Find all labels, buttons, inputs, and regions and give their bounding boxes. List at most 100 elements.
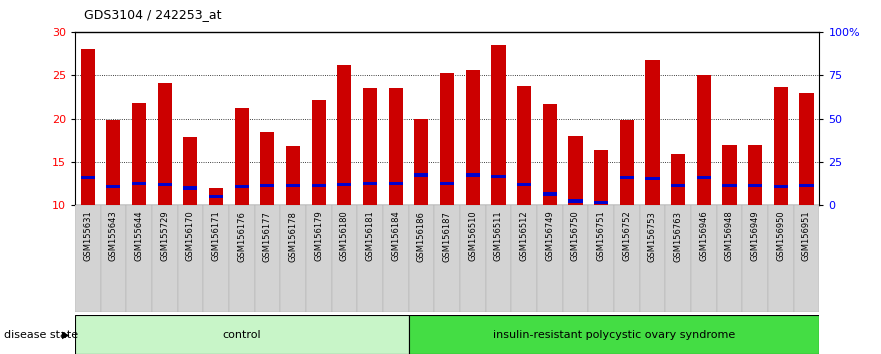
Bar [440,182,455,185]
Bar [337,183,352,186]
Bar [594,201,608,205]
Text: GSM156753: GSM156753 [648,211,657,262]
Bar [748,184,762,187]
Text: GSM156510: GSM156510 [469,211,478,261]
Bar [568,199,582,203]
Bar [107,184,121,188]
Bar [126,205,152,312]
Bar [774,87,788,205]
Bar [280,205,306,312]
Bar [132,103,146,205]
Bar [697,75,711,205]
Bar [543,192,557,196]
Bar [306,205,331,312]
Bar [543,104,557,205]
Bar [204,205,229,312]
Bar [665,205,691,312]
Text: ▶: ▶ [62,330,70,339]
Bar [414,173,428,177]
Bar [75,315,409,354]
Text: GSM156179: GSM156179 [315,211,323,261]
Bar [358,205,383,312]
Text: GSM156184: GSM156184 [391,211,400,261]
Bar [158,183,172,186]
Bar [646,61,660,205]
Bar [152,205,178,312]
Bar [466,70,480,205]
Bar [691,205,716,312]
Bar [589,205,614,312]
Bar [81,176,95,179]
Text: GSM156951: GSM156951 [802,211,811,261]
Bar [81,49,95,205]
Text: GSM156186: GSM156186 [417,211,426,262]
Bar [794,205,819,312]
Text: disease state: disease state [4,330,78,339]
Bar [389,182,403,185]
Bar [485,205,511,312]
Bar [255,205,280,312]
Text: GSM155729: GSM155729 [160,211,169,261]
Text: GSM156511: GSM156511 [494,211,503,261]
Bar [619,176,633,179]
Text: GSM156171: GSM156171 [211,211,220,261]
Bar [460,205,485,312]
Bar [768,205,794,312]
Bar [492,45,506,205]
Bar [183,137,197,205]
Bar [743,205,768,312]
Text: GSM156180: GSM156180 [340,211,349,261]
Text: GSM156950: GSM156950 [776,211,785,261]
Bar [748,145,762,205]
Bar [440,74,455,205]
Bar [178,205,204,312]
Bar [492,175,506,178]
Bar [312,184,326,187]
Text: GSM156752: GSM156752 [622,211,632,261]
Text: GSM156750: GSM156750 [571,211,580,261]
Bar [774,184,788,188]
Bar [722,145,737,205]
Bar [383,205,409,312]
Text: GSM156178: GSM156178 [289,211,298,262]
Text: GSM156512: GSM156512 [520,211,529,261]
Text: GSM156749: GSM156749 [545,211,554,261]
Bar [107,120,121,205]
Text: insulin-resistant polycystic ovary syndrome: insulin-resistant polycystic ovary syndr… [492,330,735,339]
Text: GSM156763: GSM156763 [674,211,683,262]
Bar [614,205,640,312]
Bar [75,205,100,312]
Bar [716,205,743,312]
Bar [409,315,819,354]
Bar [234,108,248,205]
Bar [286,184,300,187]
Text: GSM156949: GSM156949 [751,211,759,261]
Bar [132,182,146,185]
Bar [511,205,537,312]
Text: GSM156946: GSM156946 [700,211,708,261]
Bar [261,132,275,205]
Bar [568,136,582,205]
Bar [100,205,126,312]
Bar [640,205,665,312]
Text: GSM156170: GSM156170 [186,211,195,261]
Bar [183,186,197,190]
Bar [722,184,737,187]
Text: GSM156176: GSM156176 [237,211,247,262]
Bar [286,146,300,205]
Text: GSM156177: GSM156177 [263,211,272,262]
Bar [517,86,531,205]
Bar [363,182,377,185]
Bar [594,150,608,205]
Bar [563,205,589,312]
Bar [537,205,563,312]
Text: GSM156948: GSM156948 [725,211,734,261]
Bar [466,173,480,177]
Bar [337,65,352,205]
Bar [646,177,660,180]
Bar [312,101,326,205]
Text: GDS3104 / 242253_at: GDS3104 / 242253_at [84,8,221,21]
Text: GSM155631: GSM155631 [83,211,93,261]
Text: GSM156187: GSM156187 [442,211,452,262]
Bar [389,88,403,205]
